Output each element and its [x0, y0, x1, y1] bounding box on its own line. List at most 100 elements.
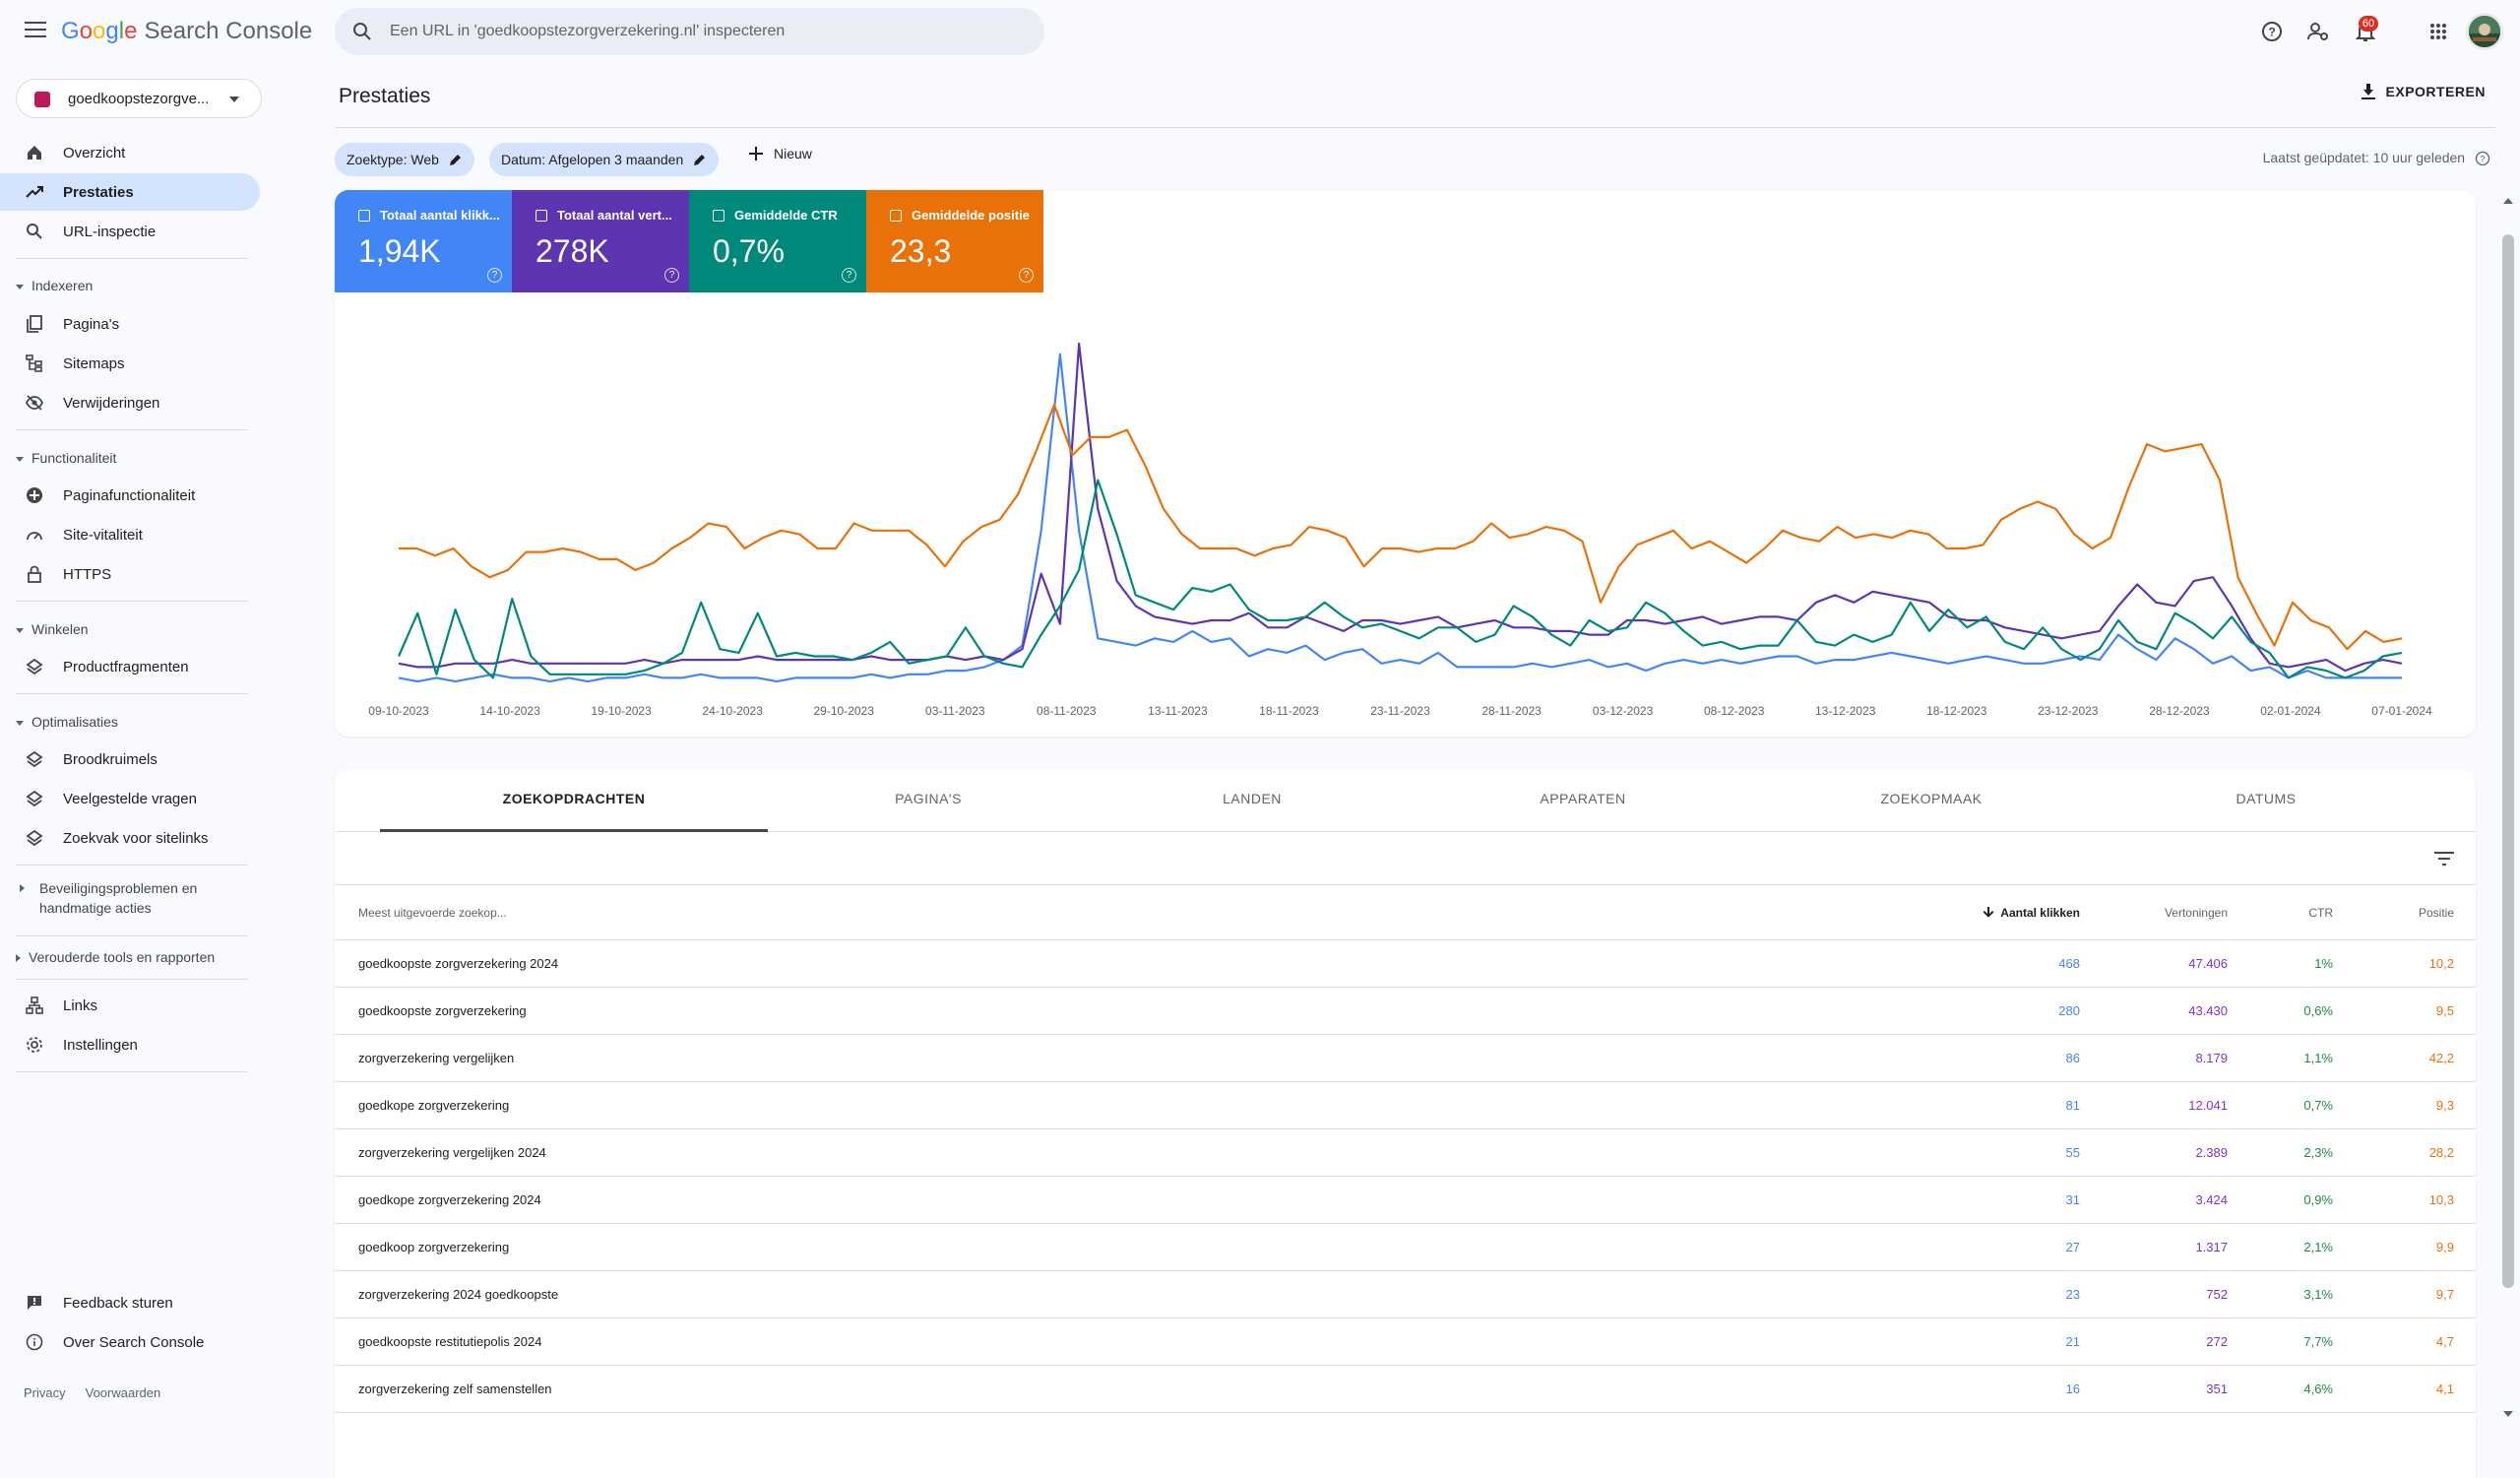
search-type-filter-chip[interactable]: Zoektype: Web [335, 143, 474, 176]
section-functionality[interactable]: Functionaliteit [16, 450, 116, 466]
ctr-cell: 1,1% [2303, 1051, 2333, 1065]
table-row[interactable]: zorgverzekering zelf samenstellen 16 351 4,… [335, 1366, 2476, 1413]
section-legacy[interactable]: Verouderde tools en rapporten [16, 949, 215, 965]
nav-pages[interactable]: Pagina's [0, 305, 260, 343]
metric-value: 1,94K [358, 233, 441, 269]
ctr-cell: 0,7% [2303, 1098, 2333, 1113]
series-line-ctr [397, 479, 2403, 679]
help-icon[interactable]: ? [487, 268, 502, 283]
menu-icon[interactable] [20, 14, 51, 45]
nav-performance[interactable]: Prestaties [0, 173, 260, 211]
metric-average-position[interactable]: Gemiddelde positie 23,3 ? [866, 190, 1043, 292]
section-shopping[interactable]: Winkelen [16, 621, 89, 637]
date-filter-chip[interactable]: Datum: Afgelopen 3 maanden [489, 143, 720, 176]
tab-dates[interactable]: DATUMS [2236, 791, 2297, 806]
column-header-query[interactable]: Meest uitgevoerde zoekop... [358, 906, 507, 920]
impressions-cell: 47.406 [2188, 956, 2228, 971]
query-cell: zorgverzekering 2024 goedkoopste [358, 1287, 559, 1302]
expand-arrow-icon [16, 456, 24, 462]
account-avatar[interactable] [2466, 13, 2503, 50]
nav-overview[interactable]: Overzicht [0, 134, 260, 171]
table-row[interactable]: zorgverzekering vergelijken 2024 55 2.389 2… [335, 1129, 2476, 1177]
nav-feedback[interactable]: Feedback sturen [0, 1284, 260, 1321]
table-row[interactable]: zorgverzekering 2024 goedkoopste 23 752 3,1… [335, 1271, 2476, 1318]
tab-queries[interactable]: ZOEKOPDRACHTEN [502, 791, 646, 806]
column-header-impressions[interactable]: Vertoningen [2164, 906, 2228, 920]
scroll-up-arrow-icon[interactable] [2502, 197, 2514, 205]
scrollbar-thumb[interactable] [2502, 234, 2514, 1288]
manage-users-icon[interactable] [2302, 16, 2334, 47]
divider [16, 935, 248, 936]
table-row[interactable]: goedkoopste restitutiepolis 2024 21 272 7,7… [335, 1318, 2476, 1366]
chip-label: Zoektype: Web [346, 152, 439, 167]
privacy-link[interactable]: Privacy [24, 1385, 66, 1400]
section-security[interactable]: Beveiligingsproblemen en handmatige acti… [16, 878, 213, 918]
impressions-cell: 8.179 [2195, 1051, 2228, 1065]
nav-label: HTTPS [63, 566, 112, 583]
new-filter-button[interactable]: Nieuw [748, 146, 812, 161]
plus-icon [749, 147, 763, 161]
property-selector[interactable]: goedkoopstezorgve... [16, 79, 262, 118]
table-header: Meest uitgevoerde zoekop... Aantal klikk… [335, 885, 2476, 940]
tab-search-appearance[interactable]: ZOEKOPMAAK [1880, 791, 1983, 806]
nav-about[interactable]: Over Search Console [0, 1323, 260, 1361]
metric-total-clicks[interactable]: Totaal aantal klikk... 1,94K ? [335, 190, 512, 292]
nav-core-web-vitals[interactable]: Site-vitaliteit [0, 516, 260, 553]
table-row[interactable]: zorgverzekering vergelijken 86 8.179 1,1% 42… [335, 1035, 2476, 1082]
product-name: Search Console [144, 18, 313, 44]
help-icon[interactable]: ? [2475, 151, 2490, 166]
table-row[interactable]: goedkope zorgverzekering 2024 31 3.424 0,9%… [335, 1177, 2476, 1224]
nav-label: Instellingen [63, 1037, 138, 1054]
links-icon [26, 996, 43, 1014]
dropdown-arrow-icon [229, 96, 239, 102]
table-row[interactable]: goedkoopste zorgverzekering 2024 468 47.40… [335, 940, 2476, 988]
url-inspect-input[interactable] [390, 18, 1020, 45]
metric-average-ctr[interactable]: Gemiddelde CTR 0,7% ? [689, 190, 866, 292]
tab-countries[interactable]: LANDEN [1223, 791, 1282, 806]
ctr-cell: 0,6% [2303, 1003, 2333, 1018]
help-icon[interactable]: ? [1019, 268, 1034, 283]
nav-faq[interactable]: Veelgestelde vragen [0, 780, 260, 817]
apps-grid-icon[interactable] [2423, 16, 2454, 47]
app-logo[interactable]: Google Search Console [61, 18, 312, 45]
clicks-cell: 16 [2065, 1382, 2080, 1396]
scroll-down-arrow-icon[interactable] [2502, 1410, 2514, 1418]
export-label: EXPORTEREN [2385, 84, 2486, 99]
help-icon[interactable]: ? [2256, 16, 2288, 47]
nav-url-inspection[interactable]: URL-inspectie [0, 213, 260, 250]
divider [16, 979, 248, 980]
table-row[interactable]: goedkoopste zorgverzekering 280 43.430 0,6%… [335, 988, 2476, 1035]
column-header-ctr[interactable]: CTR [2308, 906, 2333, 920]
help-icon[interactable]: ? [842, 268, 856, 283]
nav-links[interactable]: Links [0, 987, 260, 1024]
table-row[interactable]: goedkope zorgverzekering 81 12.041 0,7% 9,3 [335, 1082, 2476, 1129]
section-indexing[interactable]: Indexeren [16, 278, 93, 293]
column-header-position[interactable]: Positie [2418, 906, 2454, 920]
nav-breadcrumbs[interactable]: Broodkruimels [0, 740, 260, 778]
terms-link[interactable]: Voorwaarden [85, 1385, 161, 1400]
nav-sitemaps[interactable]: Sitemaps [0, 345, 260, 382]
export-button[interactable]: EXPORTEREN [2361, 83, 2486, 100]
nav-page-experience[interactable]: Paginafunctionaliteit [0, 477, 260, 514]
divider [335, 127, 2495, 128]
nav-product-snippets[interactable]: Productfragmenten [0, 648, 260, 685]
metric-total-impressions[interactable]: Totaal aantal vert... 278K ? [512, 190, 689, 292]
tab-pages[interactable]: PAGINA'S [895, 791, 962, 806]
nav-settings[interactable]: Instellingen [0, 1026, 260, 1063]
section-enhancements[interactable]: Optimalisaties [16, 714, 118, 730]
column-header-clicks[interactable]: Aantal klikken [1983, 906, 2080, 920]
filter-icon[interactable] [2434, 852, 2454, 866]
page-scrollbar[interactable] [2498, 189, 2516, 1417]
nav-removals[interactable]: Verwijderingen [0, 384, 260, 421]
url-inspection-search[interactable] [335, 8, 1044, 55]
tab-devices[interactable]: APPARATEN [1540, 791, 1626, 806]
help-icon[interactable]: ? [664, 268, 679, 283]
table-row[interactable]: goedkoop zorgverzekering 27 1.317 2,1% 9,9 [335, 1224, 2476, 1271]
nav-label: Zoekvak voor sitelinks [63, 830, 209, 847]
nav-sitelinks-searchbox[interactable]: Zoekvak voor sitelinks [0, 819, 260, 857]
query-cell: zorgverzekering vergelijken [358, 1051, 515, 1065]
metric-label: Totaal aantal vert... [557, 208, 672, 223]
nav-https[interactable]: HTTPS [0, 555, 260, 593]
nav-label: Verwijderingen [63, 395, 160, 412]
expand-arrow-icon [16, 954, 21, 963]
